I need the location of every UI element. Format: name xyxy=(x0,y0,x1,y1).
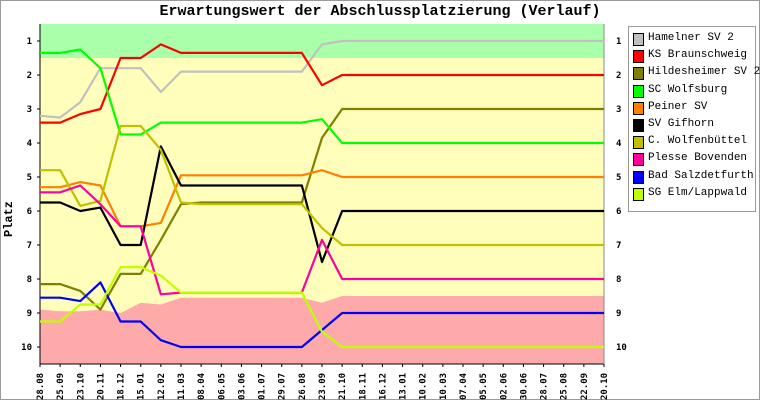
legend-label: SC Wolfsburg xyxy=(648,83,728,96)
x-tick-label: 18.12 xyxy=(117,373,127,400)
y-tick-label-right: 5 xyxy=(616,173,621,183)
chart-title: Erwartungswert der Abschlussplatzierung … xyxy=(159,3,601,20)
x-tick-label: 28.08 xyxy=(36,373,46,400)
series-line-plesse-bovenden xyxy=(40,184,604,296)
y-tick-label-right: 9 xyxy=(616,309,621,319)
legend-swatch xyxy=(633,50,644,64)
legend-swatch xyxy=(633,170,644,184)
legend-item: Hamelner SV 2 xyxy=(633,30,753,46)
y-tick-label-right: 8 xyxy=(616,275,621,285)
y-tick-label: 1 xyxy=(27,37,32,47)
x-tick-label: 16.12 xyxy=(378,373,388,400)
x-tick-label: 06.05 xyxy=(217,373,227,400)
x-tick-label: 05.05 xyxy=(479,373,489,400)
x-tick-label: 23.09 xyxy=(318,373,328,400)
x-tick-label: 20.10 xyxy=(600,373,610,400)
legend-item: Bad Salzdetfurth xyxy=(633,168,754,184)
x-tick-label: 10.02 xyxy=(419,373,429,400)
y-tick-label: 9 xyxy=(27,309,32,319)
y-tick-label-right: 3 xyxy=(616,105,621,115)
x-tick-label: 28.07 xyxy=(540,373,550,400)
x-tick-label: 07.04 xyxy=(459,372,469,400)
legend-item: Hildesheimer SV 2 xyxy=(633,64,760,81)
x-tick-label: 22.09 xyxy=(580,373,590,400)
legend-swatch xyxy=(633,187,644,201)
series-line-sc-wolfsburg xyxy=(40,48,604,145)
x-tick-label: 25.09 xyxy=(56,373,66,400)
legend-swatch xyxy=(633,33,644,46)
legend-label: Peiner SV xyxy=(648,100,708,113)
y-tick-label: 2 xyxy=(27,71,32,81)
legend-swatch xyxy=(633,67,644,81)
legend-label: Hamelner SV 2 xyxy=(648,32,734,44)
legend-item: KS Braunschweig xyxy=(633,47,753,64)
x-tick-label: 18.11 xyxy=(358,373,368,400)
legend-item: SG Elm/Lappwald xyxy=(633,185,753,201)
x-tick-label: 03.06 xyxy=(237,373,247,400)
series-line-hildesheimer-sv-2 xyxy=(40,107,604,311)
legend-item: SC Wolfsburg xyxy=(633,82,753,98)
x-tick-label: 21.10 xyxy=(338,373,348,400)
legend-item: C. Wolfenbüttel xyxy=(633,133,753,150)
series-line-c-wolfenb-ttel xyxy=(40,124,604,247)
legend-swatch xyxy=(633,119,644,132)
y-tick-label-right: 6 xyxy=(616,207,621,217)
series-line-sv-gifhorn xyxy=(40,145,604,264)
x-tick-label: 29.07 xyxy=(278,373,288,400)
legend-swatch xyxy=(633,101,644,115)
y-tick-label-right: 10 xyxy=(616,343,627,353)
y-tick-label: 10 xyxy=(21,343,32,353)
x-tick-label: 30.06 xyxy=(519,373,529,400)
x-tick-label: 02.06 xyxy=(499,373,509,400)
y-tick-label: 6 xyxy=(27,207,32,217)
legend-label: SV Gifhorn xyxy=(648,118,715,130)
legend-label: C. Wolfenbüttel xyxy=(648,135,748,148)
legend-label: SG Elm/Lappwald xyxy=(648,186,748,199)
legend-label: Bad Salzdetfurth xyxy=(648,169,754,182)
y-tick-label-right: 4 xyxy=(616,139,622,149)
legend-swatch xyxy=(633,84,644,98)
x-tick-label: 25.08 xyxy=(560,373,570,400)
legend-swatch xyxy=(633,153,644,167)
y-tick-label-right: 2 xyxy=(616,71,621,81)
x-tick-label: 12.02 xyxy=(157,373,167,400)
x-tick-label: 23.10 xyxy=(76,373,86,400)
legend-label: Plesse Bovenden xyxy=(648,152,748,165)
series-line-hamelner-sv-2 xyxy=(39,39,604,119)
series-line-ks-braunschweig xyxy=(40,43,604,124)
x-tick-label: 08.04 xyxy=(197,372,207,400)
legend: Hamelner SV 2 KS Braunschweig Hildesheimer… xyxy=(628,26,760,212)
promotion-zone xyxy=(40,24,604,58)
legend-item: Peiner SV xyxy=(633,99,753,115)
legend-item: Plesse Bovenden xyxy=(633,150,753,167)
legend-label: KS Braunschweig xyxy=(648,49,748,62)
x-tick-label: 01.07 xyxy=(258,373,268,400)
legend-item: SV Gifhorn xyxy=(633,116,753,132)
x-tick-label: 10.03 xyxy=(439,373,449,400)
x-tick-label: 26.08 xyxy=(298,373,308,400)
y-tick-label-right: 1 xyxy=(616,37,621,47)
x-tick-label: 13.01 xyxy=(399,373,409,400)
series-line-sg-elm-lappwald xyxy=(40,266,604,349)
legend-swatch xyxy=(633,136,644,150)
y-tick-label: 4 xyxy=(27,139,33,149)
y-tick-label: 3 xyxy=(27,105,32,115)
y-tick-label-right: 7 xyxy=(616,241,621,251)
x-tick-label: 20.11 xyxy=(96,373,106,400)
y-tick-label: 5 xyxy=(27,173,32,183)
legend-label: Hildesheimer SV 2 xyxy=(648,66,760,79)
x-tick-label: 15.01 xyxy=(137,373,147,400)
y-tick-label: 8 xyxy=(27,275,32,285)
x-tick-label: 11.03 xyxy=(177,373,187,400)
y-tick-label: 7 xyxy=(27,241,32,251)
